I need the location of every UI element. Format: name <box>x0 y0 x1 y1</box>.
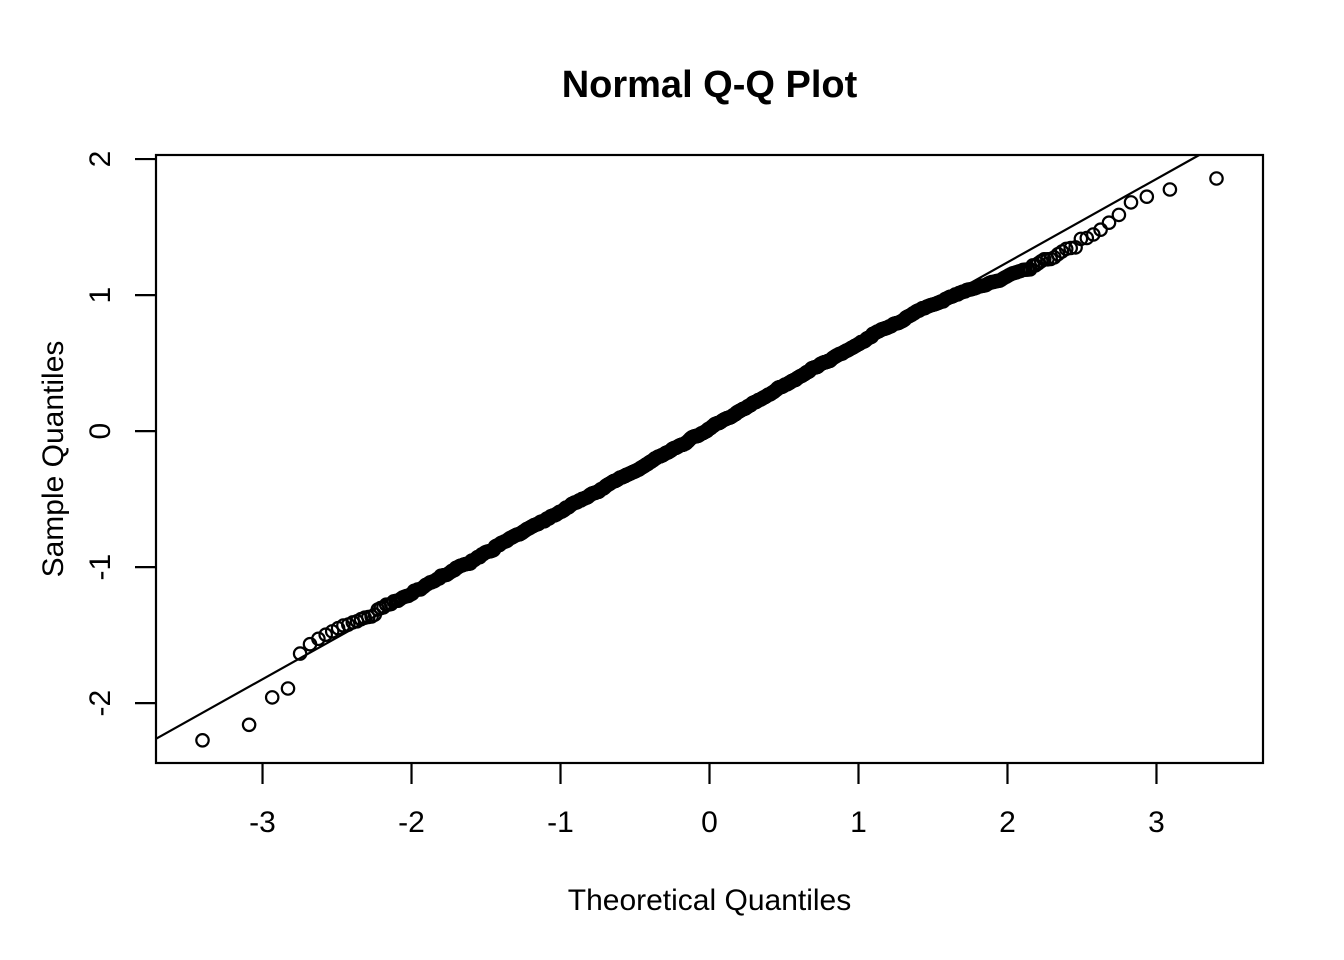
x-tick-label: 1 <box>850 806 867 839</box>
x-tick-label: 0 <box>701 806 718 839</box>
qq-point <box>1162 182 1178 197</box>
qq-point <box>311 631 326 647</box>
y-tick-label: 0 <box>84 423 117 440</box>
x-tick-label: -1 <box>547 806 574 839</box>
qq-point <box>1073 231 1089 247</box>
qq-point <box>195 732 210 748</box>
qq-point <box>264 690 280 705</box>
qq-points <box>195 171 1224 748</box>
qq-point <box>1063 240 1078 256</box>
y-tick-label: 1 <box>84 287 117 304</box>
x-tick-label: -3 <box>249 806 276 839</box>
qq-point <box>1093 222 1108 237</box>
y-tick-label: -2 <box>84 690 117 717</box>
x-axis-label: Theoretical Quantiles <box>568 884 851 917</box>
qq-point <box>292 646 308 661</box>
qq-point <box>1111 207 1127 223</box>
qq-point <box>1086 227 1101 242</box>
qq-point <box>280 681 296 696</box>
qq-point <box>241 717 257 733</box>
qq-point <box>1209 171 1224 186</box>
x-tick-label: -2 <box>398 806 425 839</box>
qq-point <box>1101 215 1117 230</box>
qq-point <box>1123 195 1139 210</box>
y-tick-label: -1 <box>84 554 117 581</box>
plot-border <box>154 153 1265 765</box>
qq-point <box>1139 189 1155 204</box>
x-tick-label: 2 <box>999 806 1016 839</box>
y-axis: -2 -1 0 1 2 <box>84 151 156 717</box>
chart-title: Normal Q-Q Plot <box>562 64 858 106</box>
x-axis: -3 -2 -1 0 1 2 3 <box>249 763 1165 839</box>
x-tick-label: 3 <box>1148 806 1165 839</box>
y-axis-label: Sample Quantiles <box>37 341 70 578</box>
y-tick-label: 2 <box>84 151 117 168</box>
